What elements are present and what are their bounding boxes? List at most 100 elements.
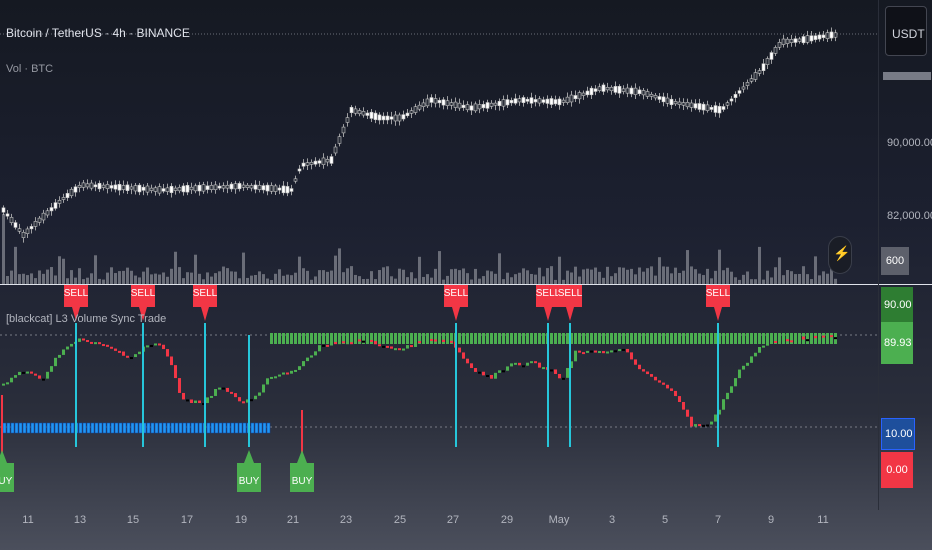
volume-bar <box>614 273 617 284</box>
band-marker <box>66 422 71 434</box>
indicator-pane[interactable]: SELLSELLSELLSELLSELLSELLSELLBUYBUYBUY [b… <box>0 285 878 510</box>
oscillator-bar <box>634 359 637 365</box>
candle-body <box>329 156 334 164</box>
volume-bar <box>730 271 733 284</box>
volume-sync-indicator[interactable]: SELLSELLSELLSELLSELLSELLSELLBUYBUYBUY <box>0 285 878 510</box>
band-marker <box>434 333 437 344</box>
band-marker <box>794 333 797 344</box>
candle-body <box>513 98 518 104</box>
oscillator-bar <box>6 382 9 385</box>
price-pane[interactable]: Bitcoin / TetherUS · 4h · BINANCE Vol · … <box>0 0 878 284</box>
oscillator-bar <box>306 357 309 362</box>
oscillator-bar <box>706 424 709 427</box>
oscillator-bar <box>642 369 645 372</box>
sell-marker[interactable]: SELL <box>444 285 469 321</box>
band-marker <box>38 422 43 434</box>
time-axis[interactable]: 11 13 15 17 19 21 23 25 27 29 May 3 5 7 9 11 <box>0 510 878 550</box>
buy-marker[interactable]: BUY <box>0 450 14 492</box>
volume-bar <box>110 267 113 284</box>
candle-body <box>693 103 698 109</box>
oscillator-bar <box>666 384 669 389</box>
band-marker <box>90 422 95 434</box>
candle-body <box>21 232 26 238</box>
sell-label: SELL <box>536 288 561 299</box>
band-marker <box>138 422 143 434</box>
band-marker <box>398 333 401 344</box>
oscillator-bar <box>94 342 97 345</box>
oscillator-bar <box>42 378 45 381</box>
currency-button[interactable]: USDT <box>885 6 927 56</box>
candle-body <box>169 185 174 194</box>
band-marker <box>254 422 259 434</box>
volume-bar <box>406 277 409 284</box>
candle-body <box>677 101 682 105</box>
volume-bar <box>642 271 645 284</box>
band-marker <box>714 333 717 344</box>
indicator-name[interactable]: [blackcat] L3 Volume Sync Trade <box>6 313 167 325</box>
sell-marker[interactable]: SELL <box>558 285 583 321</box>
band-marker <box>354 333 357 344</box>
buy-marker[interactable]: BUY <box>237 450 261 492</box>
oscillator-bar <box>806 339 809 342</box>
candle-body <box>701 103 706 111</box>
volume-legend[interactable]: Vol · BTC <box>6 63 54 75</box>
band-marker <box>670 333 673 344</box>
volume-bar <box>206 272 209 284</box>
symbol-title[interactable]: Bitcoin / TetherUS · 4h · BINANCE <box>6 26 190 40</box>
volume-bar <box>814 256 817 284</box>
currency-label: USDT <box>892 27 925 41</box>
alert-button[interactable]: ⚡ <box>828 236 852 274</box>
oscillator-bar <box>518 362 521 366</box>
oscillator-bar <box>458 347 461 353</box>
buy-marker[interactable]: BUY <box>290 450 314 492</box>
volume-bar <box>202 279 205 284</box>
candle-body <box>37 217 42 223</box>
oscillator-bar <box>154 343 157 346</box>
volume-bar <box>718 249 721 284</box>
candle-body <box>217 185 222 189</box>
oscillator-bar <box>298 366 301 370</box>
lightning-alert-icon: ⚡ <box>833 245 851 261</box>
sell-marker[interactable]: SELL <box>193 285 218 321</box>
band-marker <box>530 333 533 344</box>
sell-label: SELL <box>64 288 89 299</box>
candle-body <box>441 99 446 106</box>
candle-body <box>301 162 306 167</box>
oscillator-bar <box>486 374 489 377</box>
oscillator-bar <box>498 370 501 373</box>
volume-bar <box>162 272 165 284</box>
sell-marker[interactable]: SELL <box>131 285 156 321</box>
oscillator-bar <box>774 340 777 343</box>
volume-bar <box>534 274 537 284</box>
band-marker <box>22 422 27 434</box>
candle-body <box>829 31 834 39</box>
oscillator-bar <box>30 371 33 374</box>
candle-body <box>45 210 50 216</box>
volume-bar <box>638 267 641 284</box>
candlestick-chart[interactable] <box>0 0 878 284</box>
volume-bar <box>166 276 169 284</box>
oscillator-bar <box>166 349 169 357</box>
band-marker <box>438 333 441 344</box>
oscillator-bar <box>270 376 273 379</box>
price-axis[interactable]: USDT 90,000.00 82,000.00 600 90.00 89.93… <box>878 0 932 510</box>
oscillator-bar <box>830 335 833 338</box>
time-tick: 23 <box>339 514 353 526</box>
oscillator-bar <box>394 348 397 351</box>
candle-body <box>161 188 166 192</box>
sell-marker[interactable]: SELL <box>536 285 561 321</box>
volume-bar <box>318 270 321 284</box>
candle-body <box>209 185 214 190</box>
candle-body <box>661 96 666 103</box>
sell-label: SELL <box>558 288 583 299</box>
sell-marker[interactable]: SELL <box>706 285 731 321</box>
band-marker <box>774 333 777 344</box>
sell-marker[interactable]: SELL <box>64 285 89 321</box>
band-marker <box>334 333 337 344</box>
band-marker <box>94 422 99 434</box>
oscillator-bar <box>210 395 213 398</box>
candle-body <box>713 105 718 113</box>
band-marker <box>602 333 605 344</box>
pane-divider[interactable] <box>0 284 932 285</box>
time-tick: 5 <box>661 514 669 526</box>
